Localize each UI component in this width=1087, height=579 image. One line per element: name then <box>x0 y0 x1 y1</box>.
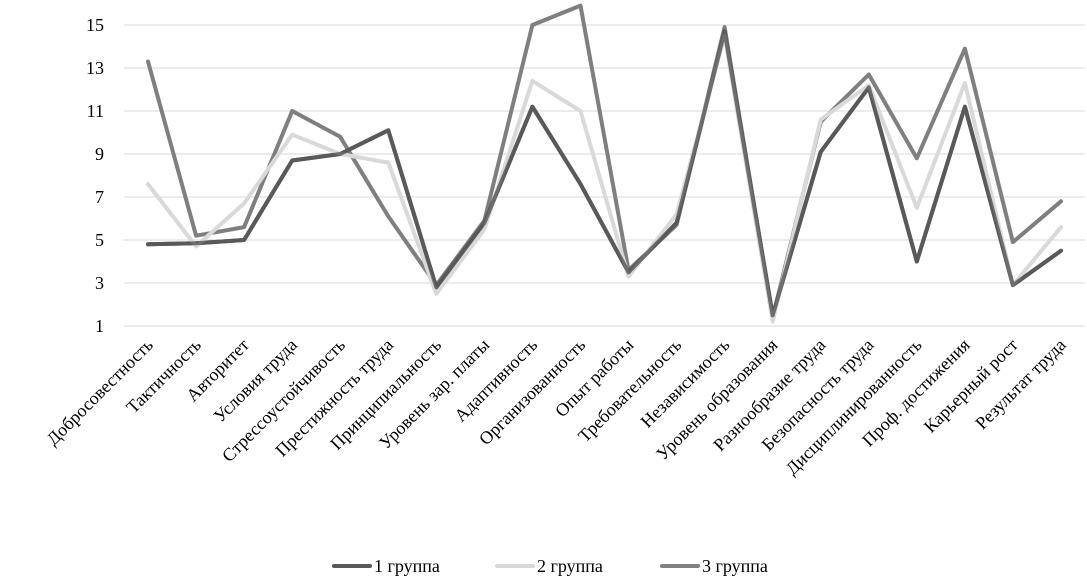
x-axis-labels: ДобросовестностьТактичностьАвторитетУсло… <box>43 335 1070 479</box>
y-tick-label: 1 <box>95 316 104 336</box>
x-category-label: Адаптивность <box>450 335 541 426</box>
x-category-label: Условия труда <box>210 335 301 426</box>
legend-label: 3 группа <box>702 556 768 576</box>
series-line-3 <box>146 3 1063 320</box>
legend-label: 2 группа <box>537 556 603 576</box>
y-tick-label: 3 <box>95 273 104 293</box>
y-tick-label: 13 <box>86 58 104 78</box>
series-line-1-overlay <box>146 29 1063 318</box>
legend-label: 1 группа <box>374 556 440 576</box>
y-tick-label: 7 <box>95 187 104 207</box>
y-tick-label: 5 <box>95 230 104 250</box>
y-tick-label: 11 <box>87 101 104 121</box>
y-tick-label: 9 <box>95 144 104 164</box>
y-tick-label: 15 <box>86 15 104 35</box>
gridlines <box>124 24 1085 327</box>
legend: 1 группа 2 группа 3 группа <box>332 556 768 576</box>
series-lines <box>146 3 1063 324</box>
series-line-2 <box>146 33 1063 324</box>
